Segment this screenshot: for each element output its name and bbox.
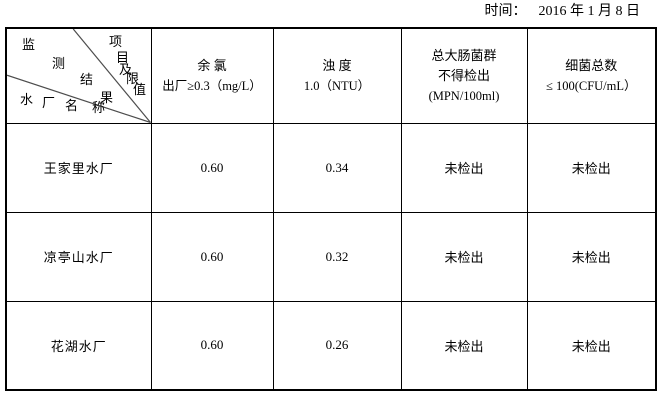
time-label: 时间： [484,4,527,19]
corner-result-char: 监 [22,37,36,52]
report-date: 时间： 2016 年 1 月 8 日 [485,3,641,21]
diagonal-divider-lines [7,29,151,123]
value-cell-chlorine: 0.60 [150,300,274,391]
time-value: 2016 年 1 月 8 日 [538,4,641,19]
header-cell-bacteria-count: 细菌总数 ≤ 100(CFU/mL） [526,27,657,124]
table-row: 凉亭山水厂 0.60 0.32 未检出 未检出 [5,211,657,302]
corner-plant-char: 水 [20,92,34,107]
column-unit: (MPN/100ml) [428,88,500,103]
corner-header-cell: 监 测 结 果 项 目 及 限 值 水 厂 名 称 [5,27,152,124]
value-cell-chlorine: 0.60 [150,122,274,213]
value-cell-turbidity: 0.32 [272,211,402,302]
value-cell-bacteria: 未检出 [526,211,657,302]
plant-name-cell: 花湖水厂 [5,300,152,391]
value-cell-turbidity: 0.34 [272,122,402,213]
header-row: 监 测 结 果 项 目 及 限 值 水 厂 名 称 余 氯 出厂≥0.3（mg/… [5,27,657,124]
value-cell-coliform: 未检出 [400,300,528,391]
diagonal-line-lower [7,74,151,123]
corner-result-char: 果 [100,90,114,105]
diagonal-line-upper [72,29,151,123]
column-title: 细菌总数 [565,57,618,73]
column-limit: ≤ 100(CFU/mL） [545,78,637,93]
value-cell-bacteria: 未检出 [526,122,657,213]
value-cell-turbidity: 0.26 [272,300,402,391]
corner-plant-char: 名 [65,98,79,113]
value-cell-coliform: 未检出 [400,211,528,302]
header-cell-total-coliform: 总大肠菌群 不得检出 (MPN/100ml) [400,27,528,124]
plant-name-cell: 凉亭山水厂 [5,211,152,302]
table-row: 王家里水厂 0.60 0.34 未检出 未检出 [5,122,657,213]
corner-project-char: 限 [126,71,140,86]
water-quality-table: 监 测 结 果 项 目 及 限 值 水 厂 名 称 余 氯 出厂≥0.3（mg/… [5,27,657,391]
column-limit: 1.0（NTU） [303,78,371,93]
corner-plant-char: 称 [92,100,106,115]
column-limit: 出厂≥0.3（mg/L） [162,78,262,93]
value-cell-chlorine: 0.60 [150,211,274,302]
corner-plant-char: 厂 [42,95,56,110]
column-title: 总大肠菌群 [431,47,497,63]
corner-project-char: 项 [109,34,123,49]
value-cell-coliform: 未检出 [400,122,528,213]
plant-name-cell: 王家里水厂 [5,122,152,213]
header-cell-turbidity: 浊 度 1.0（NTU） [272,27,402,124]
column-title: 浊 度 [322,57,352,73]
header-cell-residual-chlorine: 余 氯 出厂≥0.3（mg/L） [150,27,274,124]
table-row: 花湖水厂 0.60 0.26 未检出 未检出 [5,300,657,391]
column-limit: 不得检出 [437,67,490,83]
value-cell-bacteria: 未检出 [526,300,657,391]
corner-result-char: 结 [80,72,94,87]
corner-project-char: 值 [133,82,147,97]
corner-result-char: 测 [52,56,66,71]
column-title: 余 氯 [197,57,227,73]
corner-project-char: 目 [116,50,130,65]
corner-project-char: 及 [119,62,133,77]
